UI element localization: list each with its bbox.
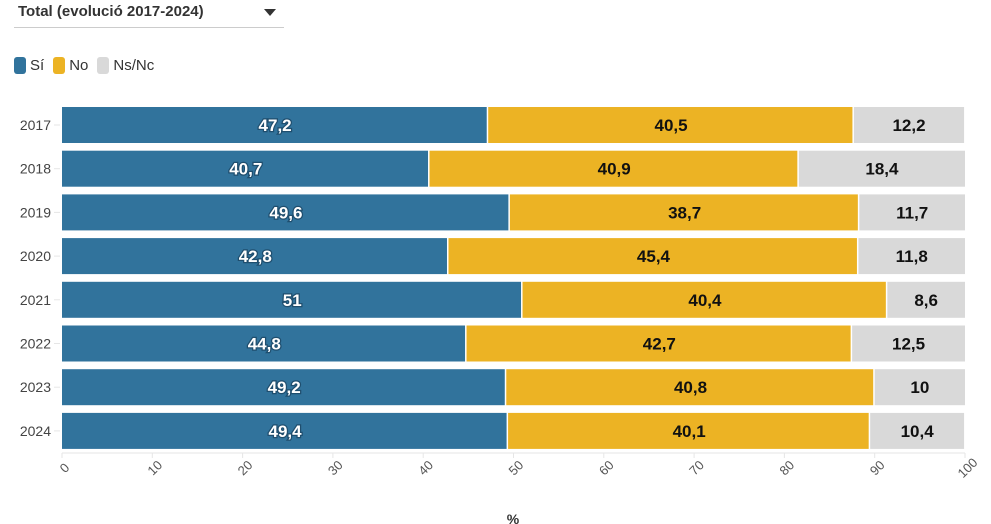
bar-no-2022[interactable] xyxy=(466,325,851,362)
bar-s-2022[interactable] xyxy=(62,325,466,362)
bar-value-label: 11,7 xyxy=(896,203,928,222)
bar-nsnc-2021[interactable] xyxy=(887,281,965,318)
bar-value-label: 47,2 xyxy=(259,116,292,135)
y-category-label: 2022 xyxy=(20,336,51,352)
y-category-label: 2021 xyxy=(20,292,51,308)
x-tick-label: 80 xyxy=(776,457,797,478)
bar-s-2017[interactable] xyxy=(62,107,487,143)
x-tick-label: 20 xyxy=(235,457,256,478)
bar-nsnc-2024[interactable] xyxy=(870,412,965,449)
bar-no-2019[interactable] xyxy=(509,194,858,231)
x-tick-label: 50 xyxy=(506,457,527,478)
legend-item-no[interactable]: No xyxy=(53,57,88,74)
y-category-label: 2019 xyxy=(20,204,51,220)
bar-value-label: 49,4 xyxy=(268,422,302,441)
bar-value-label: 40,4 xyxy=(688,291,722,310)
bar-no-2023[interactable] xyxy=(506,369,874,406)
bar-value-label: 49,2 xyxy=(268,378,301,397)
bar-s-2020[interactable] xyxy=(62,238,447,275)
bar-value-label: 44,8 xyxy=(248,335,281,354)
bar-no-2024[interactable] xyxy=(508,412,869,449)
bar-no-2020[interactable] xyxy=(448,238,857,275)
bar-no-2021[interactable] xyxy=(522,281,886,318)
legend-swatch-si xyxy=(14,57,26,74)
x-tick-label: 30 xyxy=(325,457,346,478)
bar-value-label: 18,4 xyxy=(865,160,899,179)
bar-value-label: 40,8 xyxy=(674,378,707,397)
bar-nsnc-2020[interactable] xyxy=(858,238,965,275)
y-category-label: 2020 xyxy=(20,248,51,264)
bar-s-2019[interactable] xyxy=(62,194,509,231)
bar-value-label: 12,5 xyxy=(892,335,925,354)
x-tick-label: 70 xyxy=(686,457,707,478)
bar-value-label: 49,6 xyxy=(269,203,302,222)
bar-no-2017[interactable] xyxy=(488,107,853,143)
bar-value-label: 40,1 xyxy=(673,422,706,441)
y-category-label: 2023 xyxy=(20,379,51,395)
bar-s-2021[interactable] xyxy=(62,281,522,318)
bar-s-2023[interactable] xyxy=(62,369,505,406)
bar-value-label: 10 xyxy=(910,378,929,397)
bar-s-2024[interactable] xyxy=(62,412,507,449)
bar-no-2018[interactable] xyxy=(429,150,798,187)
bar-nsnc-2017[interactable] xyxy=(853,107,965,143)
legend-label: No xyxy=(69,57,89,74)
bar-nsnc-2022[interactable] xyxy=(852,325,965,362)
bar-nsnc-2023[interactable] xyxy=(874,369,965,406)
x-tick-label: 0 xyxy=(57,460,73,476)
bar-value-label: 8,6 xyxy=(914,291,938,310)
x-tick-label: 90 xyxy=(867,457,888,478)
x-axis-title: % xyxy=(507,511,520,524)
caret-down-icon[interactable] xyxy=(264,9,276,16)
chart-filter-dropdown[interactable]: Total (evolució 2017-2024) xyxy=(14,0,284,28)
dropdown-selected-value: Total (evolució 2017-2024) xyxy=(18,3,204,20)
bar-value-label: 11,8 xyxy=(896,247,928,266)
bar-value-label: 12,2 xyxy=(892,116,925,135)
bar-value-label: 40,5 xyxy=(655,116,688,135)
legend-swatch-no xyxy=(53,57,66,74)
y-category-label: 2017 xyxy=(20,117,51,133)
bar-value-label: 10,4 xyxy=(901,422,935,441)
legend-label: Sí xyxy=(30,57,45,74)
bar-value-label: 40,7 xyxy=(229,160,262,179)
legend-item-nsnc[interactable]: Ns/Nc xyxy=(97,57,154,74)
legend-swatch-nsnc xyxy=(97,57,110,74)
bar-value-label: 42,7 xyxy=(643,335,676,354)
x-tick-label: 60 xyxy=(596,457,617,478)
chart-legend: Sí No Ns/Nc xyxy=(14,57,163,74)
bar-value-label: 45,4 xyxy=(637,247,671,266)
bar-value-label: 51 xyxy=(283,291,302,310)
bar-s-2018[interactable] xyxy=(62,150,429,187)
x-tick-label: 100 xyxy=(954,455,980,481)
bar-nsnc-2018[interactable] xyxy=(798,150,965,187)
bar-value-label: 38,7 xyxy=(668,203,701,222)
bar-value-label: 42,8 xyxy=(239,247,272,266)
x-tick-label: 40 xyxy=(415,457,436,478)
bar-nsnc-2019[interactable] xyxy=(859,194,965,231)
x-tick-label: 10 xyxy=(144,457,165,478)
y-category-label: 2018 xyxy=(20,161,51,177)
y-category-label: 2024 xyxy=(20,423,51,439)
legend-item-si[interactable]: Sí xyxy=(14,57,44,74)
bar-value-label: 40,9 xyxy=(598,160,631,179)
legend-label: Ns/Nc xyxy=(113,57,155,74)
